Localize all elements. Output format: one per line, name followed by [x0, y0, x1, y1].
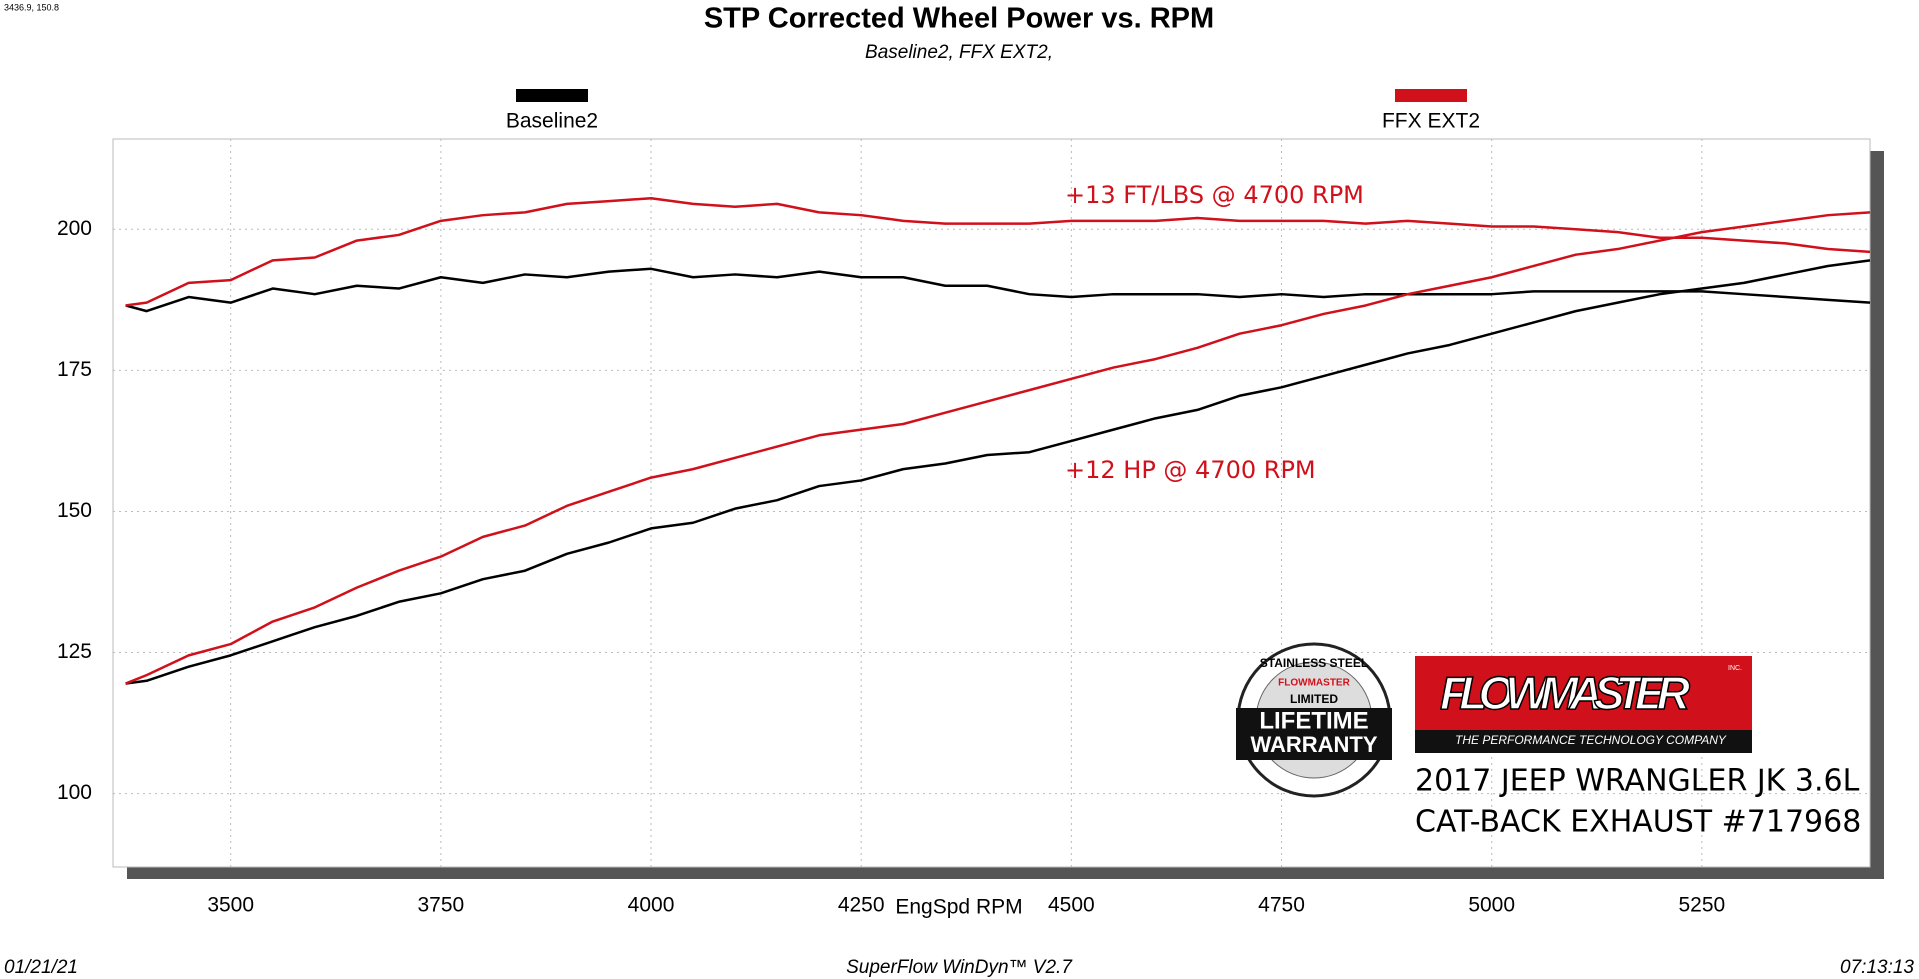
- footer-date: 01/21/21: [4, 957, 78, 978]
- badge-text: LIMITED: [1290, 692, 1338, 706]
- legend-swatch: [516, 89, 588, 102]
- vehicle-text: 2017 JEEP WRANGLER JK 3.6L: [1415, 764, 1860, 799]
- x-axis-label: EngSpd RPM: [895, 896, 1022, 919]
- chart-subtitle: Baseline2, FFX EXT2,: [865, 42, 1053, 63]
- x-tick-label: 4750: [1258, 894, 1305, 917]
- badge-band: [1236, 708, 1392, 760]
- annotation: +12 HP @ 4700 RPM: [1065, 456, 1316, 484]
- data-line: [125, 267, 1871, 313]
- legend-label: FFX EXT2: [1382, 110, 1480, 133]
- data-line: [125, 197, 1871, 307]
- x-tick-label: 4000: [628, 894, 675, 917]
- plot-area: [112, 138, 1871, 868]
- legend-swatch: [1395, 89, 1467, 102]
- logo-band: [1415, 730, 1752, 753]
- x-tick-label: 4500: [1048, 894, 1095, 917]
- y-tick-label: 200: [57, 217, 92, 240]
- x-tick-label: 3500: [207, 894, 254, 917]
- x-tick-label: 5000: [1468, 894, 1515, 917]
- badge-text: LIFETIME: [1259, 707, 1368, 734]
- annotation: +13 FT/LBS @ 4700 RPM: [1065, 181, 1364, 209]
- x-tick-label: 5250: [1679, 894, 1726, 917]
- x-tick-label: 3750: [418, 894, 465, 917]
- warranty-badge: STAINLESS STEEL FLOWMASTER LIMITED LIFET…: [1236, 642, 1392, 798]
- legend-label: Baseline2: [506, 110, 598, 133]
- y-tick-label: 175: [57, 358, 92, 381]
- product-text: CAT-BACK EXHAUST #717968: [1415, 805, 1861, 840]
- x-tick-label: 4250: [838, 894, 885, 917]
- badge-text: WARRANTY: [1250, 732, 1377, 757]
- logo-inc: INC.: [1728, 665, 1742, 672]
- badge-text: STAINLESS STEEL: [1260, 656, 1368, 670]
- data-line: [125, 259, 1871, 685]
- chart-title: STP Corrected Wheel Power vs. RPM: [704, 3, 1214, 35]
- footer-time: 07:13:13: [1840, 957, 1914, 978]
- y-tick-label: 150: [57, 499, 92, 522]
- footer-software: SuperFlow WinDyn™ V2.7: [846, 957, 1073, 978]
- y-tick-label: 125: [57, 640, 92, 663]
- cursor-readout: 3436.9, 150.8: [4, 2, 59, 12]
- y-tick-label: 100: [57, 781, 92, 804]
- data-line: [125, 211, 1871, 685]
- flowmaster-logo: FLOWMASTER INC. THE PERFORMANCE TECHNOLO…: [1415, 656, 1752, 753]
- logo-tagline: THE PERFORMANCE TECHNOLOGY COMPANY: [1455, 733, 1727, 747]
- badge-text: FLOWMASTER: [1278, 678, 1350, 689]
- logo-brand: FLOWMASTER: [1440, 667, 1690, 719]
